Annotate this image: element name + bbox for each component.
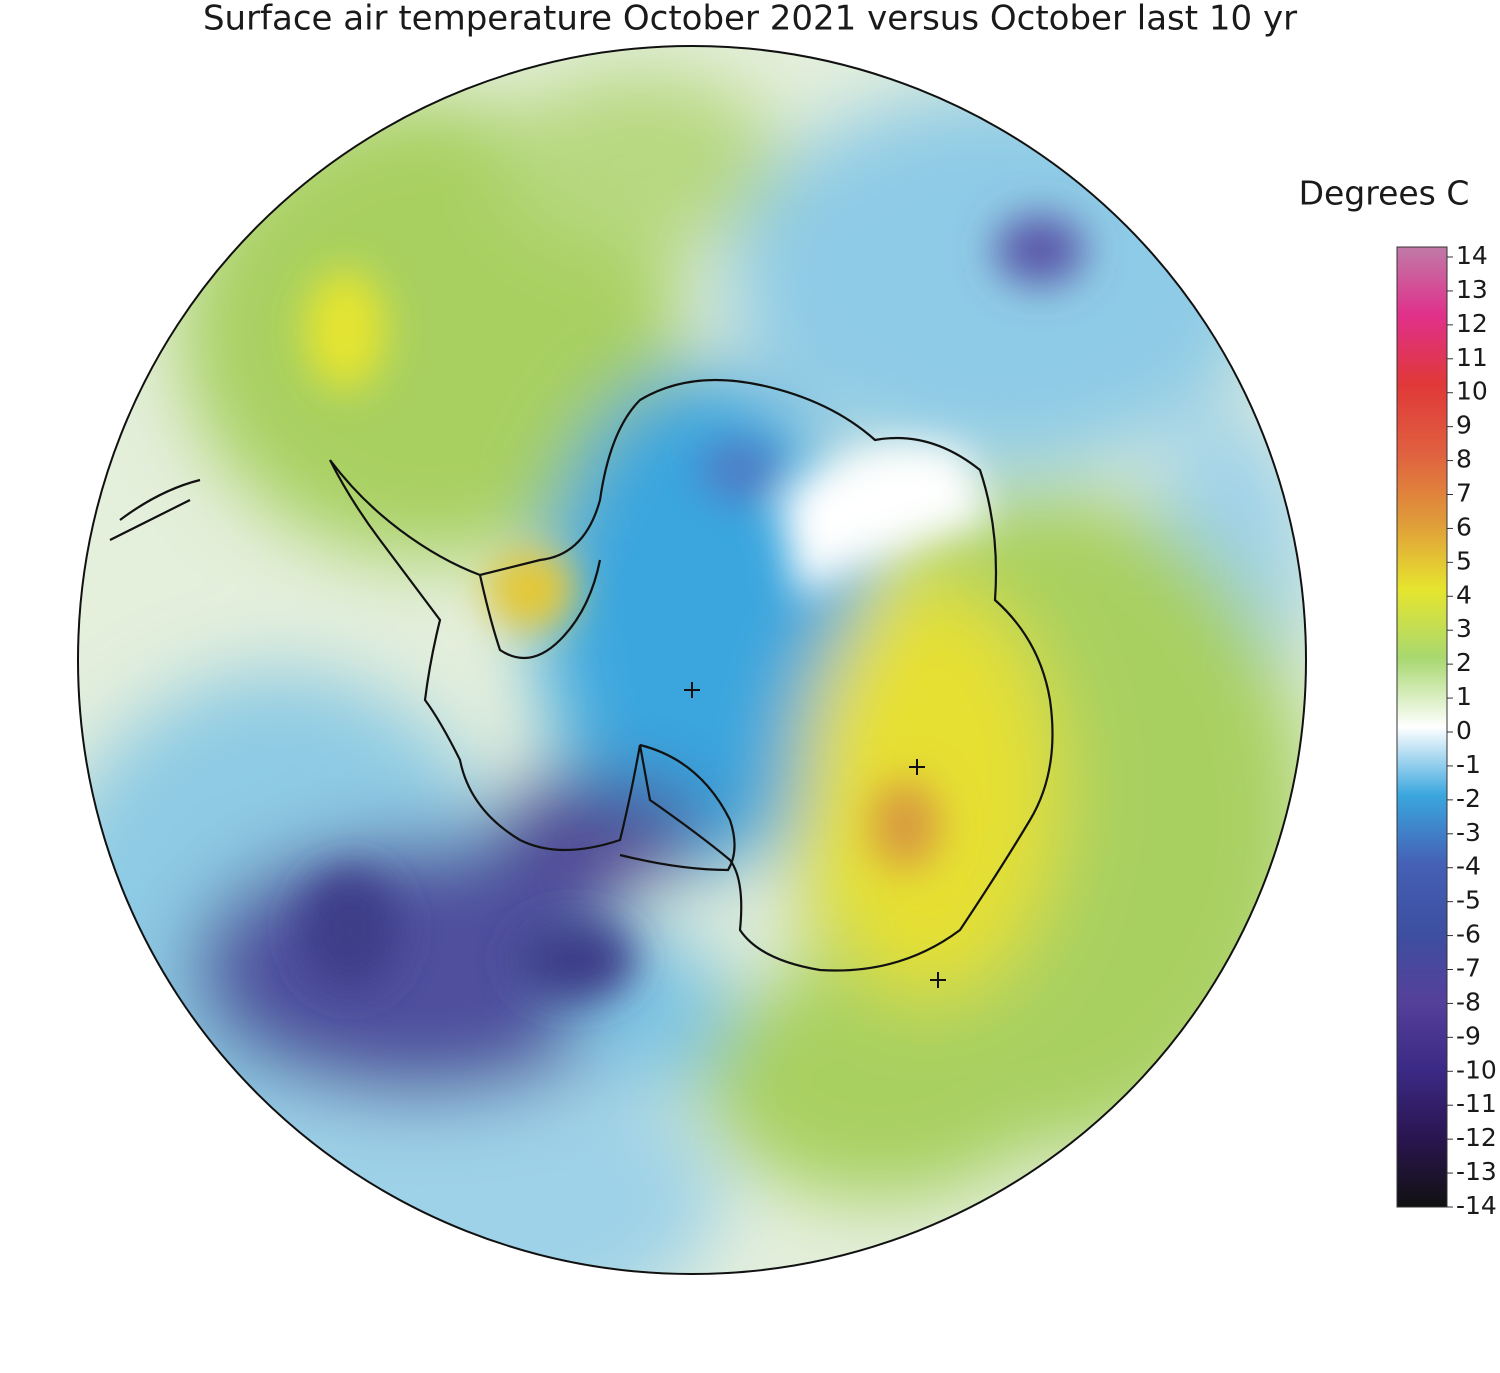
colorbar-tick-label: -9	[1456, 1021, 1481, 1050]
colorbar-tick-label: -12	[1456, 1123, 1497, 1152]
colorbar-tick-label: -8	[1456, 987, 1481, 1016]
colorbar-tick-label: 4	[1456, 580, 1472, 609]
colorbar-tick-label: -14	[1456, 1191, 1497, 1220]
colorbar-ticks: 14131211109876543210-1-2-3-4-5-6-7-8-9-1…	[1447, 241, 1497, 1220]
colorbar-tick-label: -2	[1456, 784, 1481, 813]
colorbar-tick-label: 13	[1456, 275, 1488, 304]
colorbar-tick-label: -1	[1456, 750, 1481, 779]
colorbar-tick-label: 6	[1456, 512, 1472, 541]
colorbar-tick-label: 11	[1456, 343, 1488, 372]
colorbar-tick-label: -6	[1456, 920, 1481, 949]
colorbar	[1396, 246, 1448, 1208]
colorbar-tick-label: 2	[1456, 648, 1472, 677]
anomaly-field	[78, 46, 1306, 1274]
colorbar-tick-label: 5	[1456, 546, 1472, 575]
coastline	[109, 378, 1054, 972]
map-title: Surface air temperature October 2021 ver…	[203, 0, 1297, 39]
colorbar-tick-label: -5	[1456, 886, 1481, 915]
colorbar-tick-label: 12	[1456, 309, 1488, 338]
colorbar-tick-label: -7	[1456, 954, 1481, 983]
colorbar-tick-label: 7	[1456, 479, 1472, 508]
map-boundary	[77, 45, 1307, 1275]
colorbar-tick-label: 0	[1456, 716, 1472, 745]
colorbar-tick-label: -4	[1456, 852, 1481, 881]
colorbar-tick-label: -11	[1456, 1089, 1497, 1118]
colorbar-tick-label: 8	[1456, 445, 1472, 474]
colorbar-tick-label: 1	[1456, 682, 1472, 711]
colorbar-label: Degrees C	[1299, 174, 1470, 213]
colorbar-tick-label: -3	[1456, 818, 1481, 847]
colorbar-tick-label: -13	[1456, 1157, 1497, 1186]
markers	[684, 682, 946, 988]
colorbar-tick-label: 10	[1456, 377, 1488, 406]
colorbar-tick-label: 9	[1456, 411, 1472, 440]
colorbar-tick-label: 3	[1456, 614, 1472, 643]
colorbar-tick-label: 14	[1456, 241, 1488, 270]
colorbar-tick-label: -10	[1456, 1055, 1497, 1084]
